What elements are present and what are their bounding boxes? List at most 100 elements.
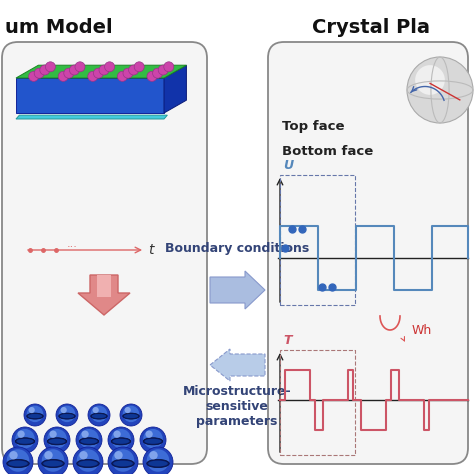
Circle shape [44,427,70,453]
Circle shape [75,62,85,72]
Circle shape [7,449,29,472]
Ellipse shape [123,413,139,419]
Text: Boundary conditions: Boundary conditions [165,242,309,255]
Circle shape [77,449,99,472]
Circle shape [143,447,173,474]
Ellipse shape [145,439,162,444]
Ellipse shape [92,414,106,418]
Circle shape [27,406,43,422]
Circle shape [47,429,67,448]
Polygon shape [164,65,186,113]
Text: ...: ... [66,239,77,249]
Circle shape [149,451,158,459]
Circle shape [92,407,99,413]
Ellipse shape [77,459,99,468]
Text: Top face: Top face [282,120,345,133]
Polygon shape [16,78,164,113]
Circle shape [407,57,473,123]
Text: parameters: parameters [196,415,278,428]
Ellipse shape [91,413,107,419]
Text: Microstructure-: Microstructure- [182,385,292,398]
Polygon shape [16,65,186,78]
Circle shape [49,430,57,438]
Ellipse shape [48,439,65,444]
Circle shape [146,430,153,438]
Circle shape [99,65,109,75]
Circle shape [118,72,128,82]
Circle shape [112,449,134,472]
FancyArrow shape [78,275,130,315]
Text: U: U [283,159,293,172]
Circle shape [164,62,174,72]
Circle shape [3,447,33,474]
Circle shape [91,406,107,422]
Circle shape [143,429,163,448]
Circle shape [59,406,75,422]
Circle shape [24,404,46,426]
FancyArrow shape [210,271,265,309]
Ellipse shape [8,461,28,466]
Ellipse shape [15,438,35,445]
Circle shape [12,427,38,453]
Circle shape [42,449,64,472]
Circle shape [158,65,168,75]
Text: Crystal Pla: Crystal Pla [312,18,430,37]
Polygon shape [16,115,167,119]
Circle shape [28,407,35,413]
Ellipse shape [27,413,43,419]
Circle shape [76,427,102,453]
Text: t: t [148,243,154,257]
Circle shape [153,68,163,78]
Ellipse shape [78,461,98,466]
Circle shape [82,430,89,438]
Circle shape [108,427,134,453]
Circle shape [15,429,35,448]
Circle shape [123,68,133,78]
Circle shape [34,68,44,78]
Ellipse shape [143,438,163,445]
Text: sensitive: sensitive [206,400,268,413]
Ellipse shape [113,461,133,466]
Circle shape [61,407,67,413]
FancyBboxPatch shape [2,42,207,464]
Ellipse shape [81,439,98,444]
Circle shape [134,62,144,72]
Circle shape [123,406,139,422]
Circle shape [114,451,123,459]
Circle shape [111,429,131,448]
Circle shape [56,404,78,426]
Circle shape [79,429,99,448]
Ellipse shape [112,459,134,468]
Circle shape [125,407,131,413]
Ellipse shape [124,414,138,418]
Circle shape [113,430,121,438]
Circle shape [147,72,157,82]
Ellipse shape [17,439,34,444]
FancyArrow shape [210,349,265,381]
Ellipse shape [47,438,67,445]
Circle shape [120,404,142,426]
Circle shape [40,65,50,75]
Circle shape [73,447,103,474]
Text: Wh: Wh [412,323,432,337]
Circle shape [58,72,68,82]
FancyBboxPatch shape [268,42,468,464]
Circle shape [105,62,115,72]
Circle shape [38,447,68,474]
Circle shape [79,451,88,459]
Ellipse shape [111,438,131,445]
Circle shape [28,72,38,82]
Ellipse shape [42,459,64,468]
Circle shape [140,427,166,453]
Ellipse shape [7,459,29,468]
Bar [280,350,355,455]
Ellipse shape [60,414,74,418]
Circle shape [147,449,169,472]
Ellipse shape [148,461,168,466]
Circle shape [108,447,138,474]
Circle shape [44,451,53,459]
Circle shape [64,68,74,78]
Circle shape [46,62,55,72]
Ellipse shape [28,414,42,418]
Circle shape [69,65,80,75]
